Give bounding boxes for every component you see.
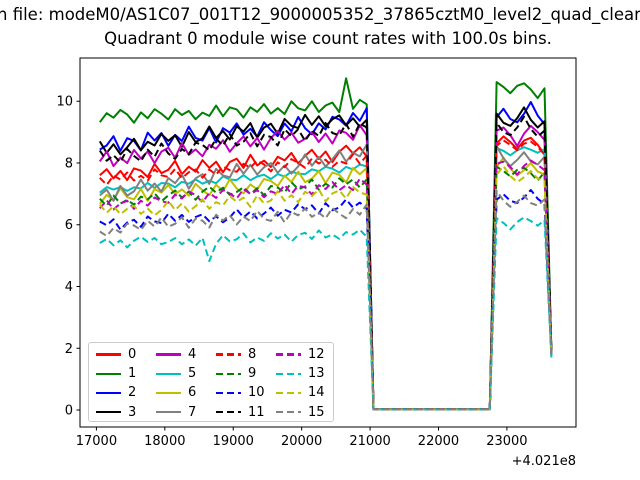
legend-item-2: 2 — [96, 386, 156, 399]
legend-item-4: 4 — [156, 348, 216, 361]
y-tick-label-0: 0 — [65, 404, 73, 419]
legend-line-sample-7 — [156, 410, 181, 414]
series-lines-group — [98, 77, 553, 411]
x-tick-label-18000: 18000 — [144, 434, 185, 449]
legend-item-label-10: 10 — [248, 385, 265, 401]
legend-item-label-0: 0 — [128, 347, 137, 363]
legend-item-8: 8 — [216, 348, 276, 361]
x-axis-offset-label: +4.021e8 — [512, 454, 576, 469]
y-tick-label-10: 10 — [56, 95, 73, 110]
axis-ticks-group: 17000 18000 19000 20000 21000 22000 23000 0 2 4 6 8… — [56, 95, 527, 449]
series-line-8 — [99, 139, 553, 411]
legend-item-10: 10 — [216, 386, 276, 399]
legend-line-sample-5 — [156, 372, 181, 376]
legend-item-0: 0 — [96, 348, 156, 361]
legend-item-label-4: 4 — [188, 347, 197, 363]
legend-item-11: 11 — [216, 406, 276, 419]
legend-line-sample-4 — [156, 353, 181, 356]
legend-line-sample-11 — [216, 410, 241, 414]
legend-item-label-1: 1 — [128, 366, 137, 382]
legend-item-label-6: 6 — [188, 385, 197, 401]
legend-item-3: 3 — [96, 406, 156, 419]
legend-line-sample-14 — [276, 391, 301, 395]
legend-box: 0 1 2 3 4 5 6 7 8 9 10 11 12 13 14 15 — [88, 342, 334, 422]
y-tick-label-8: 8 — [65, 156, 73, 171]
legend-item-label-12: 12 — [308, 347, 325, 363]
x-tick-label-22000: 22000 — [418, 434, 459, 449]
legend-line-sample-9 — [216, 372, 241, 376]
x-tick-label-21000: 21000 — [349, 434, 390, 449]
x-tick-label-20000: 20000 — [281, 434, 322, 449]
legend-line-sample-8 — [216, 353, 241, 356]
legend-item-5: 5 — [156, 367, 216, 380]
legend-item-6: 6 — [156, 386, 216, 399]
x-tick-label-23000: 23000 — [486, 434, 527, 449]
figure-title-main-line: Quadrant 0 module wise count rates with … — [104, 29, 552, 48]
series-line-15 — [99, 189, 553, 411]
legend-item-label-7: 7 — [188, 404, 197, 420]
legend-item-12: 12 — [276, 348, 336, 361]
legend-line-sample-0 — [96, 353, 121, 356]
legend-item-label-14: 14 — [308, 385, 325, 401]
legend-item-15: 15 — [276, 406, 336, 419]
legend-line-sample-1 — [96, 372, 121, 376]
series-line-9 — [99, 165, 553, 411]
legend-item-label-13: 13 — [308, 366, 325, 382]
axes-frame-group — [79, 57, 577, 428]
legend-line-sample-6 — [156, 391, 181, 395]
legend-line-sample-12 — [276, 353, 301, 356]
series-line-10 — [99, 189, 553, 411]
series-line-13 — [99, 216, 553, 411]
y-tick-label-2: 2 — [65, 342, 73, 357]
legend-line-sample-13 — [276, 372, 301, 376]
legend-item-label-2: 2 — [128, 385, 137, 401]
figure-title-file-line: n file: modeM0/AS1C07_001T12_9000005352_… — [0, 5, 640, 24]
legend-item-14: 14 — [276, 386, 336, 399]
legend-line-sample-15 — [276, 410, 301, 414]
y-tick-label-4: 4 — [65, 280, 73, 295]
x-tick-label-17000: 17000 — [76, 434, 117, 449]
legend-item-label-5: 5 — [188, 366, 197, 382]
x-tick-label-19000: 19000 — [213, 434, 254, 449]
legend-item-label-15: 15 — [308, 404, 325, 420]
legend-item-13: 13 — [276, 367, 336, 380]
legend-line-sample-3 — [96, 410, 121, 414]
legend-item-7: 7 — [156, 406, 216, 419]
y-tick-label-6: 6 — [65, 218, 73, 233]
axes-frame — [79, 57, 577, 428]
legend-item-9: 9 — [216, 367, 276, 380]
legend-item-label-11: 11 — [248, 404, 265, 420]
legend-line-sample-2 — [96, 391, 121, 395]
legend-item-label-8: 8 — [248, 347, 257, 363]
legend-item-label-9: 9 — [248, 366, 257, 382]
legend-item-label-3: 3 — [128, 404, 137, 420]
legend-item-1: 1 — [96, 367, 156, 380]
legend-line-sample-10 — [216, 391, 241, 395]
